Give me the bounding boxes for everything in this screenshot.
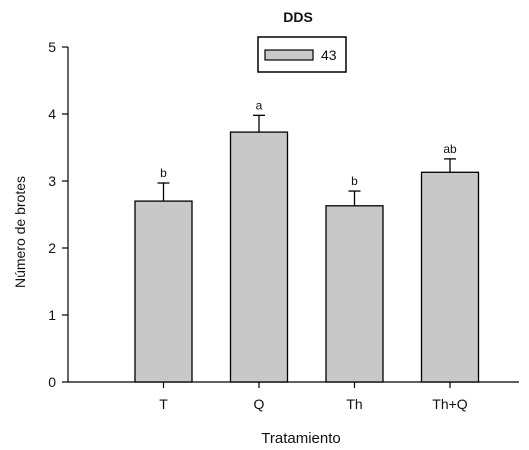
significance-letter: b: [351, 174, 358, 188]
significance-letter: ab: [443, 142, 457, 156]
x-ticks: T Q Th Th+Q: [159, 382, 468, 412]
legend-title: DDS: [283, 9, 313, 25]
significance-letter: a: [256, 98, 263, 112]
y-tick-label: 5: [48, 39, 56, 55]
legend-swatch: [264, 49, 314, 61]
x-axis-label: Tratamiento: [261, 430, 340, 447]
bar: [229, 131, 289, 383]
bar: [325, 205, 384, 383]
bar: [420, 171, 480, 383]
y-tick-label: 0: [48, 374, 56, 390]
significance-letter: b: [160, 166, 167, 180]
legend-box: [257, 36, 347, 73]
y-tick-label: 1: [48, 307, 56, 323]
legend: DDS 43: [257, 9, 347, 73]
y-axis-label: Número de brotes: [12, 176, 28, 288]
x-tick-label: Q: [254, 396, 265, 412]
x-tick-label: T: [159, 396, 168, 412]
x-tick-label: Th: [346, 396, 362, 412]
bar: [134, 200, 193, 383]
legend-label: 43: [321, 47, 337, 63]
y-tick-label: 2: [48, 240, 56, 256]
y-tick-label: 3: [48, 173, 56, 189]
y-tick-label: 4: [48, 106, 56, 122]
x-tick-label: Th+Q: [432, 396, 468, 412]
y-ticks: 0 1 2 3 4 5: [48, 39, 68, 390]
